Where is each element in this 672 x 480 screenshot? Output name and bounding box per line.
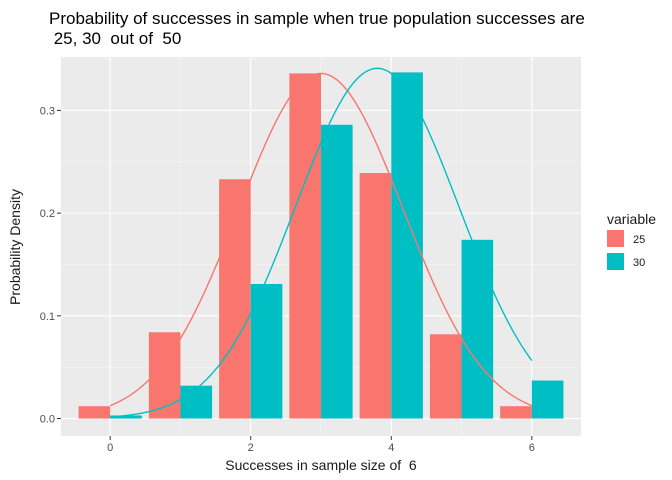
bar-30-x6	[531, 380, 564, 419]
bar-25-x3	[289, 73, 321, 419]
legend-label-30: 30	[633, 257, 645, 269]
density-curves	[109, 67, 533, 418]
y-axis-title: Probability Density	[7, 189, 23, 305]
y-tick-label: 0.3	[40, 105, 55, 117]
bar-25-x4	[359, 173, 392, 419]
y-tick-label: 0.1	[40, 311, 55, 323]
bar-30-x2	[250, 283, 283, 419]
legend-key-30	[607, 253, 624, 270]
x-tick-label: 0	[107, 442, 113, 454]
bar-25-x0	[78, 406, 111, 419]
x-axis-title: Successes in sample size of 6	[225, 457, 417, 473]
density-curve-25	[109, 72, 533, 407]
x-tick-label: 2	[248, 442, 254, 454]
bar-30-x1	[180, 385, 213, 419]
x-axis-ticks: 0 2 4 6	[107, 436, 535, 454]
bar-25-x5	[429, 334, 462, 419]
legend-title: variable	[607, 211, 656, 227]
bar-30-x3	[321, 124, 353, 419]
bar-30-x5	[461, 239, 494, 419]
legend: variable 25 30	[607, 211, 656, 270]
bar-30-x0	[110, 415, 142, 419]
bar-25-x2	[219, 179, 251, 419]
y-axis-ticks: 0.0 0.1 0.2 0.3	[40, 105, 61, 426]
density-curve-30	[110, 67, 533, 418]
x-tick-label: 4	[388, 442, 394, 454]
chart-title-line-1: Probability of successes in sample when …	[49, 9, 585, 28]
chart-title-line-2: 25, 30 out of 50	[49, 29, 181, 48]
bars	[78, 72, 564, 419]
y-tick-label: 0.0	[40, 414, 55, 426]
bar-25-x6	[500, 406, 532, 419]
x-tick-label: 6	[529, 442, 535, 454]
legend-key-25	[607, 230, 624, 247]
legend-label-25: 25	[633, 234, 645, 246]
y-tick-label: 0.2	[40, 208, 55, 220]
